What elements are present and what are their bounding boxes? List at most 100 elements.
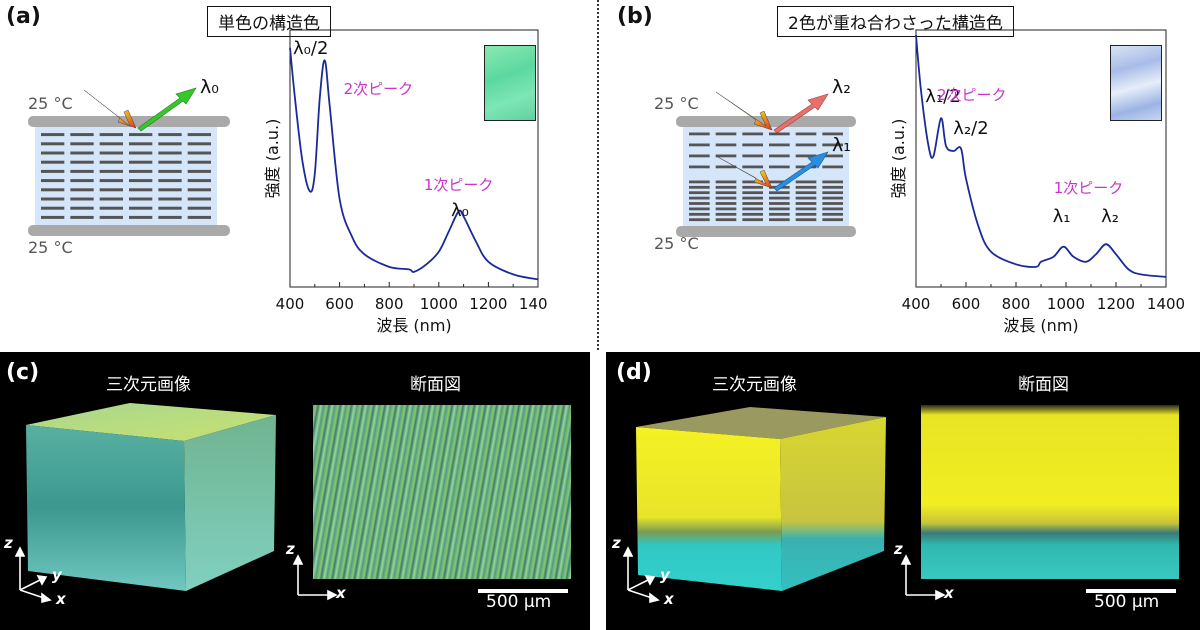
chart-annotation: λ₀ xyxy=(451,200,469,221)
panel-a-cell xyxy=(35,127,217,225)
lamella xyxy=(795,196,817,200)
lamella xyxy=(187,160,211,164)
lamella xyxy=(41,188,65,192)
lamella xyxy=(41,179,65,183)
lamella xyxy=(99,215,123,219)
panel-a-temp-bottom: 25 °C xyxy=(28,238,73,257)
lamella xyxy=(70,160,94,164)
lamella xyxy=(70,206,94,210)
panel-c-axes-section xyxy=(292,554,338,601)
chart-annotation: λ₂/2 xyxy=(953,118,988,139)
panel-d-block-top xyxy=(636,407,886,439)
panel-b-substrate-bottom xyxy=(676,226,856,237)
panel-d-block-side xyxy=(780,417,886,591)
lamella xyxy=(689,154,710,158)
panel-c-block-front xyxy=(26,425,186,591)
panel-a-reflect-label: λ₀ xyxy=(200,76,219,98)
lamella xyxy=(187,215,211,219)
lamella xyxy=(795,191,817,195)
lamella xyxy=(70,197,94,201)
lamella xyxy=(822,212,843,216)
panel-b-spectrum-chart: 400 600 800 1000 1200 1400 波長 (nm) 強度 (a.u.) λ₁/… xyxy=(889,29,1185,335)
lamella xyxy=(822,202,843,205)
x-tick-label: 1400 xyxy=(519,295,548,313)
lamella xyxy=(795,132,817,136)
panel-b-incident-arrow-1 xyxy=(715,91,773,131)
lamella xyxy=(187,133,211,137)
panel-c-caption-3d: 三次元画像 xyxy=(106,375,191,395)
panel-d-axis-y: y xyxy=(660,566,670,584)
lamella xyxy=(689,212,710,216)
lamella xyxy=(822,207,843,211)
lamella xyxy=(742,185,763,189)
lamella xyxy=(99,160,123,164)
lamella xyxy=(689,132,710,136)
lamella xyxy=(822,185,843,189)
lamella xyxy=(99,179,123,183)
lamella xyxy=(41,151,65,155)
panel-b-title: 2色が重ね合わさった構造色 xyxy=(777,6,1014,37)
lamella xyxy=(689,191,710,195)
lamella xyxy=(41,142,65,146)
lamella xyxy=(99,142,123,146)
panel-d-3d-block xyxy=(636,407,886,591)
lamella xyxy=(187,188,211,192)
lamella xyxy=(742,196,763,200)
panel-a-reflected-arrow xyxy=(137,87,197,132)
lamella xyxy=(99,133,123,137)
chart-annotation: 1次ピーク xyxy=(424,176,494,194)
panel-a-label: (a) xyxy=(6,4,41,29)
y-axis-label: 強度 (a.u.) xyxy=(263,119,282,199)
lamella xyxy=(795,202,817,205)
lamella xyxy=(129,188,153,192)
panel-d-axes-section xyxy=(900,554,946,601)
lamella xyxy=(795,154,817,158)
panel-b-sample-photo xyxy=(1110,45,1162,121)
lamella xyxy=(70,142,94,146)
lamella xyxy=(187,142,211,146)
lamella xyxy=(742,143,763,147)
lamella xyxy=(129,169,153,173)
lamella xyxy=(769,132,790,136)
lamella xyxy=(70,179,94,183)
lamella xyxy=(715,191,737,195)
x-axis-label: 波長 (nm) xyxy=(1003,316,1078,335)
panel-b-lamellae xyxy=(689,132,843,222)
lamella xyxy=(99,151,123,155)
panel-b-layer-diagram xyxy=(676,91,856,237)
panel-c-axis-z: z xyxy=(4,534,13,552)
panel-b-label: (b) xyxy=(617,4,653,29)
panel-d-section-axis-x: x xyxy=(944,584,954,602)
lamella xyxy=(41,197,65,201)
panel-b-incident-arrow-2 xyxy=(715,155,773,189)
chart-annotation: 2次ピーク xyxy=(937,86,1007,104)
lamella xyxy=(715,154,737,158)
lamella xyxy=(129,151,153,155)
lamella xyxy=(715,212,737,216)
lamella xyxy=(715,180,737,184)
x-tick-label: 1200 xyxy=(469,295,507,313)
panel-c-block-side xyxy=(184,415,276,591)
lamella xyxy=(769,218,790,222)
lamella xyxy=(769,165,790,169)
chart-annotation: 2次ピーク xyxy=(344,80,414,98)
panel-b-reflect-label-2: λ₁ xyxy=(832,134,851,156)
panel-d-block-front xyxy=(636,427,782,591)
panel-c-axis-x: x xyxy=(56,590,66,608)
panel-c-axes-3d xyxy=(14,546,52,604)
x-tick-label: 400 xyxy=(902,295,931,313)
lamella xyxy=(715,218,737,222)
panel-c-axis-y: y xyxy=(52,566,62,584)
lamella xyxy=(689,218,710,222)
chart-annotation: λ₁/2 xyxy=(925,86,960,107)
lamella xyxy=(769,207,790,211)
lamella xyxy=(158,142,182,146)
x-tick-label: 600 xyxy=(952,295,981,313)
lamella xyxy=(70,169,94,173)
lamella xyxy=(742,212,763,216)
x-tick-label: 400 xyxy=(276,295,305,313)
spectrum-line xyxy=(915,35,1167,278)
lamella xyxy=(795,218,817,222)
lamella xyxy=(769,196,790,200)
lamella xyxy=(129,197,153,201)
